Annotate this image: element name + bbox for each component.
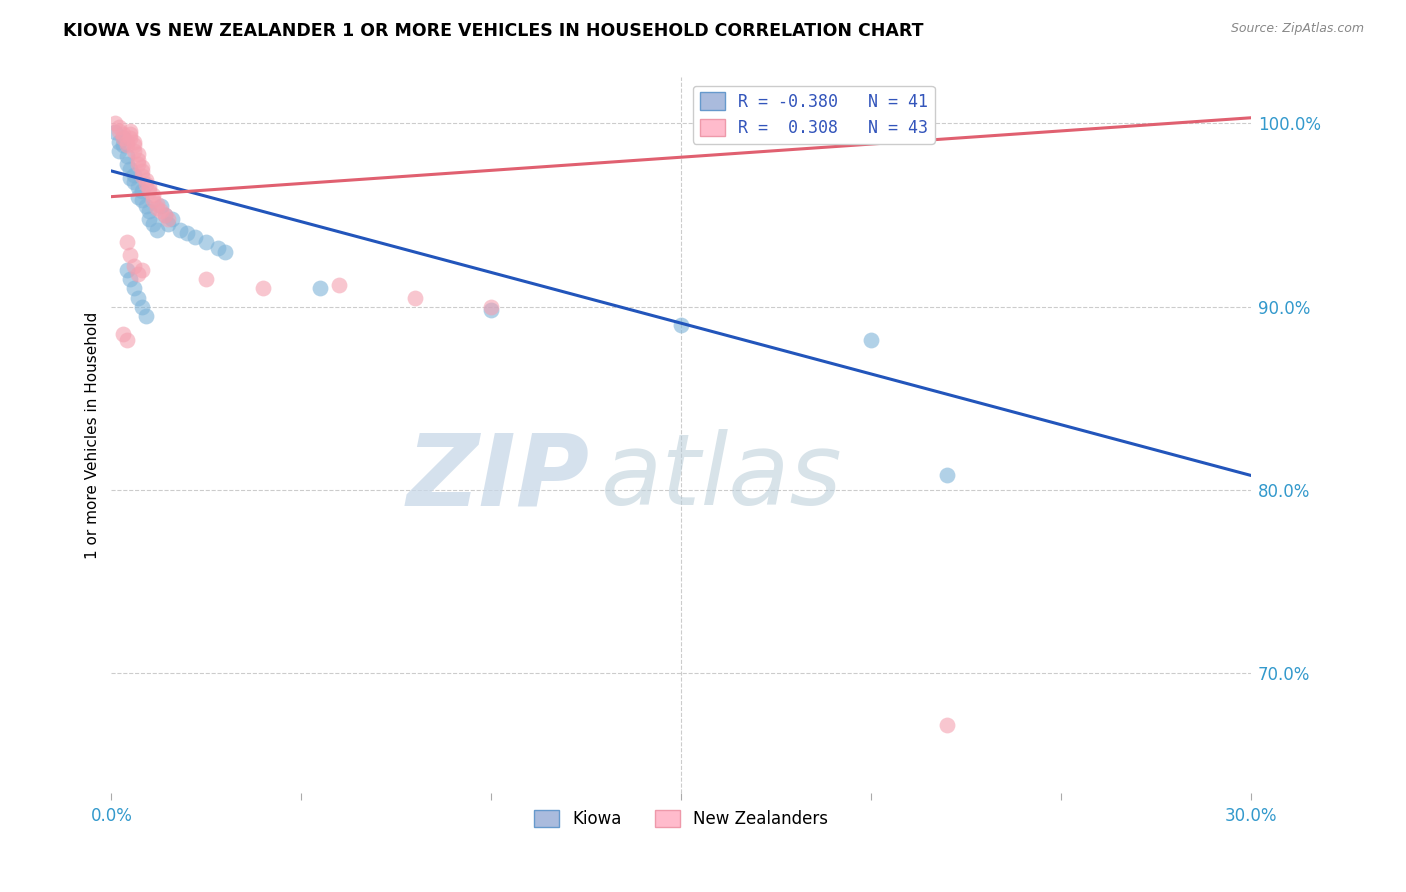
- Point: [115, 156, 138, 170]
- Point: [127, 267, 149, 281]
- Point: [120, 248, 142, 262]
- Point: [108, 144, 131, 158]
- Point: [146, 197, 169, 211]
- Point: [153, 208, 176, 222]
- Point: [131, 300, 153, 314]
- Point: [115, 263, 138, 277]
- Point: [207, 241, 229, 255]
- Point: [479, 303, 502, 318]
- Point: [115, 138, 138, 153]
- Point: [479, 300, 502, 314]
- Point: [111, 131, 134, 145]
- Point: [120, 272, 142, 286]
- Point: [157, 211, 180, 226]
- Point: [122, 175, 145, 189]
- Point: [122, 135, 145, 149]
- Point: [153, 208, 176, 222]
- Point: [176, 227, 198, 241]
- Point: [142, 217, 165, 231]
- Point: [122, 281, 145, 295]
- Point: [328, 277, 350, 292]
- Point: [138, 180, 160, 194]
- Point: [115, 333, 138, 347]
- Point: [115, 235, 138, 250]
- Point: [127, 156, 149, 170]
- Point: [120, 131, 142, 145]
- Point: [131, 184, 153, 198]
- Point: [104, 116, 127, 130]
- Point: [214, 244, 236, 259]
- Point: [142, 187, 165, 202]
- Point: [115, 149, 138, 163]
- Point: [135, 177, 157, 191]
- Point: [160, 211, 183, 226]
- Point: [111, 131, 134, 145]
- Point: [252, 281, 274, 295]
- Point: [131, 169, 153, 184]
- Point: [108, 120, 131, 134]
- Point: [122, 168, 145, 182]
- Point: [135, 309, 157, 323]
- Point: [111, 128, 134, 142]
- Point: [404, 291, 426, 305]
- Point: [138, 184, 160, 198]
- Point: [131, 263, 153, 277]
- Point: [104, 125, 127, 139]
- Point: [859, 333, 882, 347]
- Point: [127, 180, 149, 194]
- Point: [142, 194, 165, 208]
- Point: [122, 260, 145, 274]
- Y-axis label: 1 or more Vehicles in Household: 1 or more Vehicles in Household: [86, 311, 100, 558]
- Point: [195, 235, 218, 250]
- Point: [157, 217, 180, 231]
- Point: [131, 161, 153, 175]
- Point: [138, 204, 160, 219]
- Point: [131, 194, 153, 208]
- Point: [122, 138, 145, 153]
- Point: [127, 147, 149, 161]
- Point: [111, 138, 134, 153]
- Point: [149, 199, 172, 213]
- Point: [111, 327, 134, 342]
- Point: [135, 199, 157, 213]
- Point: [146, 222, 169, 236]
- Point: [127, 189, 149, 203]
- Text: atlas: atlas: [602, 429, 844, 526]
- Point: [935, 718, 957, 732]
- Point: [184, 230, 207, 244]
- Point: [122, 144, 145, 158]
- Point: [195, 272, 218, 286]
- Point: [127, 153, 149, 167]
- Point: [146, 201, 169, 215]
- Text: ZIP: ZIP: [406, 429, 591, 526]
- Text: Source: ZipAtlas.com: Source: ZipAtlas.com: [1230, 22, 1364, 36]
- Point: [169, 222, 191, 236]
- Point: [135, 173, 157, 187]
- Point: [120, 171, 142, 186]
- Point: [115, 135, 138, 149]
- Point: [131, 164, 153, 178]
- Legend: Kiowa, New Zealanders: Kiowa, New Zealanders: [527, 803, 835, 834]
- Point: [309, 281, 332, 295]
- Point: [120, 123, 142, 137]
- Point: [108, 123, 131, 137]
- Point: [149, 204, 172, 219]
- Point: [120, 162, 142, 177]
- Point: [138, 211, 160, 226]
- Point: [669, 318, 692, 332]
- Point: [127, 291, 149, 305]
- Text: KIOWA VS NEW ZEALANDER 1 OR MORE VEHICLES IN HOUSEHOLD CORRELATION CHART: KIOWA VS NEW ZEALANDER 1 OR MORE VEHICLE…: [63, 22, 924, 40]
- Point: [120, 128, 142, 142]
- Point: [108, 135, 131, 149]
- Point: [935, 468, 957, 483]
